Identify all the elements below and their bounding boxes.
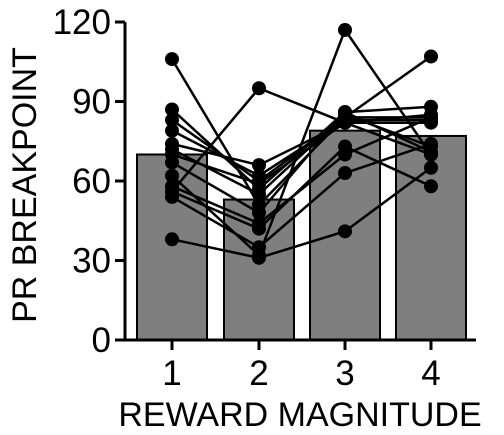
subject-line-4 <box>171 118 431 178</box>
subject-point-4-1 <box>165 123 179 138</box>
subject-point-10-2 <box>252 221 266 236</box>
subject-point-14-2 <box>252 248 266 263</box>
y-tick-label-120: 120 <box>53 3 111 42</box>
subject-point-10-3 <box>338 139 352 154</box>
subject-line-14 <box>171 27 433 258</box>
subject-point-13-1 <box>165 184 179 199</box>
subject-point-5-2 <box>252 158 266 173</box>
x-axis-label: REWARD MAGNITUDE <box>118 396 481 434</box>
subject-lines-layer <box>165 22 438 265</box>
x-tick-label-1: 1 <box>162 354 181 393</box>
y-ticks-layer: 0 30 60 90 120 <box>53 3 125 360</box>
subject-point-8-2 <box>252 205 266 220</box>
subject-point-8-3 <box>338 105 352 120</box>
y-tick-label-90: 90 <box>72 83 111 122</box>
y-tick-label-0: 0 <box>92 321 111 360</box>
subject-line-13 <box>171 86 431 193</box>
x-ticks-layer: 1 2 3 4 <box>162 340 441 393</box>
y-axis-label: PR BREAKPOINT <box>6 47 44 323</box>
subject-line-7 <box>171 121 432 186</box>
subject-point-1-1 <box>165 52 179 67</box>
x-tick-label-4: 4 <box>421 354 440 393</box>
subject-point-12-3 <box>338 224 352 239</box>
subject-point-6-2 <box>252 187 266 202</box>
subject-point-8-1 <box>165 155 179 170</box>
subject-line-12 <box>171 166 432 260</box>
x-tick-label-2: 2 <box>249 354 268 393</box>
subject-point-10-4 <box>424 179 438 194</box>
subject-point-12-1 <box>165 232 179 247</box>
subject-point-14-3 <box>338 22 352 37</box>
x-tick-label-3: 3 <box>335 354 354 393</box>
subject-point-12-4 <box>424 160 438 175</box>
subject-line-8 <box>171 110 432 215</box>
y-tick-label-30: 30 <box>72 242 111 281</box>
subject-line-1 <box>170 55 432 207</box>
subject-point-7-2 <box>252 176 266 191</box>
subject-point-14-1 <box>165 168 179 183</box>
subject-point-13-4 <box>424 115 438 130</box>
subject-point-13-3 <box>338 115 352 130</box>
subject-point-1-4 <box>424 49 438 64</box>
subject-point-11-3 <box>338 166 352 181</box>
subject-point-2-1 <box>165 102 179 117</box>
subject-point-14-4 <box>424 147 438 162</box>
y-tick-label-60: 60 <box>72 162 111 201</box>
subject-point-3-1 <box>165 113 179 128</box>
bar-4 <box>395 134 467 341</box>
subject-line-11 <box>171 142 432 249</box>
subject-point-11-4 <box>424 136 438 151</box>
subject-line-10 <box>171 145 432 231</box>
subject-point-13-2 <box>252 81 266 96</box>
